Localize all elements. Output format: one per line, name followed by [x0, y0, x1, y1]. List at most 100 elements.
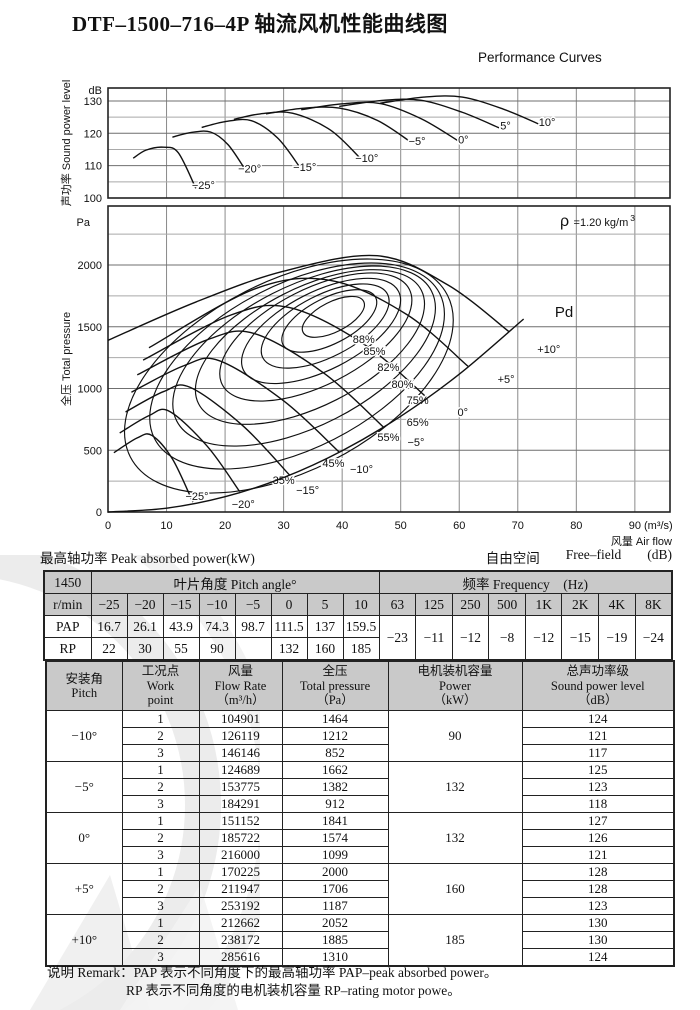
- pitch-angle-value: +5°: [45, 863, 123, 915]
- y-tick-label: 500: [84, 445, 102, 457]
- x-tick-label: 10: [160, 520, 172, 532]
- sound-power-value: 130: [521, 914, 675, 932]
- column-header: 风量 Flow Rate （m³/h）: [198, 660, 283, 711]
- sound-curve-label: 10°: [539, 117, 556, 129]
- remark-line-1: 说明 Remark：PAP 表示不同角度下的最高轴功率 PAP–peak abs…: [47, 965, 498, 980]
- freq-col-header: 1K: [524, 593, 563, 616]
- pitch-angle-value: +10°: [45, 914, 123, 967]
- flow-rate-value: 238172: [198, 931, 283, 949]
- pitch-curve-label: +10°: [537, 344, 560, 356]
- pitch-curve-label: −15°: [296, 485, 319, 497]
- free-field-label: 自由空间 Free–field (dB): [486, 547, 672, 567]
- total-pressure-value: 1706: [281, 880, 389, 898]
- freq-value: −11: [415, 615, 453, 661]
- x-tick-label: 80: [570, 520, 582, 532]
- sound-curve-−25°: [132, 146, 197, 189]
- table-row: 3 146146 852 117: [46, 744, 675, 762]
- table-row: +5° 1 170225 2000 160 128: [45, 863, 675, 915]
- free-field-en: Free–field: [565, 547, 622, 562]
- table-row: 3 184291 912 118: [46, 795, 675, 813]
- freq-col-header: 8K: [634, 593, 673, 616]
- pitch-angle-value: 0°: [45, 812, 123, 864]
- total-pressure-value: 912: [281, 795, 389, 813]
- efficiency-label: 35%: [273, 475, 295, 487]
- pitch-curve-−5°: [136, 330, 384, 428]
- efficiency-label: 85%: [363, 346, 385, 358]
- sound-curve-0°: [301, 101, 458, 142]
- flow-rate-value: 212662: [198, 914, 283, 932]
- motor-power-value: 160: [387, 863, 523, 915]
- free-field-unit: (dB): [647, 547, 672, 562]
- pap-value: 98.7: [234, 615, 272, 638]
- total-pressure-value: 1310: [281, 948, 389, 967]
- density-annotation: ρ =1.20 kg/m 3: [560, 213, 635, 230]
- x-axis-title: 风量 Air flow: [611, 535, 672, 548]
- table-row: 3 253192 1187 123: [46, 897, 675, 915]
- pitch-curve-−20°: [119, 408, 241, 493]
- work-point-value: 2: [121, 778, 200, 796]
- total-pressure-value: 1464: [281, 710, 389, 728]
- pap-value: 137: [306, 615, 344, 638]
- pitch-curve-label: −10°: [350, 464, 373, 476]
- pitch-curve-label: 0°: [457, 407, 468, 419]
- total-pressure-value: 1099: [281, 846, 389, 864]
- efficiency-label: 45%: [322, 458, 344, 470]
- pitch-curve-label: −20°: [232, 499, 255, 511]
- rp-value: [234, 637, 272, 661]
- column-header: 安装角 Pitch: [45, 660, 123, 711]
- efficiency-contour-35%: [123, 258, 454, 494]
- flow-rate-value: 151152: [198, 812, 283, 830]
- pitch-curve-label: +5°: [498, 374, 515, 386]
- flow-rate-value: 184291: [198, 795, 283, 813]
- rp-value: 30: [126, 637, 164, 661]
- rp-label: RP: [43, 637, 92, 661]
- sound-power-value: 127: [521, 812, 675, 830]
- freq-col-header: 63: [378, 593, 417, 616]
- total-pressure-value: 852: [281, 744, 389, 762]
- table1-row-units: r/min −25 −20 −15 −10 −5 0 5 10 63 125 250 500 1K 2K 4K…: [43, 593, 673, 616]
- pressure-axis-title: 全压 Total pressure: [59, 312, 73, 406]
- sound-power-value: 121: [521, 846, 675, 864]
- sound-curve-label: −10°: [355, 153, 378, 165]
- sound-power-value: 121: [521, 727, 675, 745]
- gridlines: [107, 87, 671, 513]
- performance-charts: −25°−20° −15°−10°−5° 0°5° 10°100110120130dB…: [59, 80, 673, 548]
- sound-curve-−5°: [265, 106, 412, 143]
- sound-power-value: 128: [521, 863, 675, 881]
- efficiency-contour-45%: [149, 262, 446, 470]
- table-row: 2 153775 1382 123: [46, 778, 675, 796]
- pitch-col-header: −25: [90, 593, 128, 616]
- motor-power-value: 90: [387, 710, 523, 762]
- freq-col-header: 500: [488, 593, 526, 616]
- freq-col-header: 125: [415, 593, 453, 616]
- efficiency-contour-65%: [194, 269, 426, 425]
- freq-value: −19: [598, 615, 636, 661]
- work-point-value: 3: [121, 846, 200, 864]
- y-tick-label: 1000: [78, 384, 102, 396]
- sound-power-value: 125: [521, 761, 675, 779]
- sound-power-value: 130: [521, 931, 675, 949]
- total-pressure-value: 1662: [281, 761, 389, 779]
- frequency-header: 频率 Frequency (Hz): [378, 570, 673, 594]
- sound-power-value: 124: [521, 948, 675, 967]
- efficiency-contour-75%: [219, 272, 413, 402]
- x-tick-label: 60: [453, 520, 465, 532]
- total-pressure-value: 1187: [281, 897, 389, 915]
- pitch-curve-−25°: [113, 433, 194, 503]
- sound-power-value: 117: [521, 744, 675, 762]
- x-tick-label: 0: [105, 520, 111, 532]
- table-row: 2 185722 1574 126: [46, 829, 675, 847]
- performance-data-table-wrap: 安装角 Pitch 工况点 Work point 风量 Flow Rate （m³/h） 全压 T…: [45, 660, 675, 967]
- y-tick-label: 100: [84, 193, 102, 205]
- pd-label: Pd: [555, 304, 573, 321]
- pressure-chart: −25° −20° −15° −10° −5° 0° +5° +10° 88%85% 82% 80%…: [59, 213, 673, 548]
- pitch-col-header: −5: [234, 593, 272, 616]
- efficiency-label: 80%: [391, 379, 413, 391]
- efficiency-contour-82%: [260, 283, 390, 369]
- work-point-value: 2: [121, 931, 200, 949]
- x-tick-label: 40: [336, 520, 348, 532]
- rpm-unit: r/min: [43, 593, 92, 616]
- page-title: DTF–1500–716–4P 轴流风机性能曲线图: [72, 12, 448, 36]
- rp-value: 55: [162, 637, 200, 661]
- x-tick-label: 70: [512, 520, 524, 532]
